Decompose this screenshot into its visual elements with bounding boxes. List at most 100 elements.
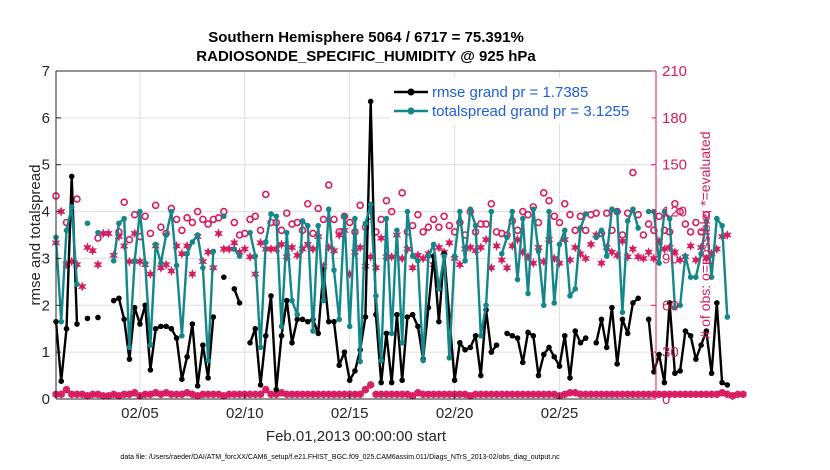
totalspread-point [310,328,316,334]
rmse-point [567,375,573,381]
legend: rmse grand pr = 1.7385 totalspread grand… [390,78,652,124]
rmse-point [331,318,337,325]
rmse-point [116,295,122,302]
y-right-tick-label-5: 150 [662,157,687,174]
rmse-point [693,356,699,362]
obs-evaluated-point [172,240,182,252]
rmse-point [221,274,227,280]
obs-evaluated-point [88,245,98,256]
obs-evaluated-point [633,251,643,263]
obs-possible-point [429,215,438,224]
obs-zero-evaluated-point [739,389,748,399]
totalspread-point [74,281,80,288]
rmse-point [362,314,369,320]
totalspread-point [561,227,568,234]
rmse-point [399,377,405,384]
obs-zero-evaluated-point [403,389,412,399]
totalspread-point [179,332,185,339]
legend-spread-marker [407,107,415,115]
obs-evaluated-point [114,231,124,242]
rmse-point [462,347,468,353]
chart-subtitle: RADIOSONDE_SPECIFIC_HUMIDITY @ 925 hPa [196,48,536,65]
rmse-point [514,335,521,341]
totalspread-point [257,344,264,351]
obs-zero-evaluated-point [723,389,732,399]
obs-zero-evaluated-point [109,389,118,399]
obs-evaluated-point [544,234,554,245]
rmse-point [451,377,458,384]
rmse-point [315,330,322,337]
totalspread-point [346,323,353,330]
rmse-line-segment [506,329,587,380]
totalspread-point [137,208,143,215]
totalspread-line-segment [648,210,729,318]
totalspread-point [635,225,641,231]
rmse-point [614,361,620,367]
obs-possible-point [518,207,527,216]
rmse-point [131,304,138,311]
rmse-point [572,328,579,334]
totalspread-point [168,208,175,215]
obs-possible-point [303,199,312,208]
rmse-point [304,318,311,325]
obs-possible-point [188,218,197,227]
rmse-point [152,325,159,332]
totalspread-point [572,286,579,292]
totalspread-point [425,253,432,259]
totalspread-point [714,215,720,222]
obs-evaluated-point [581,253,591,264]
obs-possible-point [382,196,391,205]
y-tick-label-7: 7 [42,63,50,80]
totalspread-point [388,330,395,337]
axes: 02/05 02/10 02/15 02/20 02/25 0 1 2 3 4 5 6 7 0 30 60 90… [42,63,687,422]
obs-evaluated-point [266,243,276,255]
rmse-point [289,339,295,346]
obs-possible-point [73,195,81,203]
obs-possible-point [387,207,396,216]
obs-possible-point [261,190,270,199]
obs-possible-point [639,231,648,239]
obs-possible-point [671,199,679,208]
rmse-point [556,363,563,370]
rmse-point [388,379,395,386]
totalspread-point [68,204,75,210]
rmse-point [163,323,169,330]
x-tick-label-4: 02/25 [541,405,579,422]
totalspread-point [535,248,542,255]
obs-zero-evaluated-point [151,388,160,398]
totalspread-point [357,358,363,365]
obs-possible-point [566,210,574,219]
rmse-point [656,351,662,358]
obs-zero-evaluated-point [461,389,470,399]
totalspread-point [703,218,710,224]
totalspread-point [624,218,631,224]
totalspread-point [268,211,274,217]
obs-zero-evaluated-point [130,388,139,398]
totalspread-point [546,208,552,215]
obs-possible-point [204,220,212,228]
rmse-point [352,368,358,374]
y-tick-label-4: 4 [42,204,50,221]
rmse-point [205,375,211,381]
obs-evaluated-point [507,240,517,252]
rmse-point [95,314,101,321]
obs-evaluated-point [408,262,418,273]
obs-possible-point [125,235,134,244]
totalspread-point [530,206,537,213]
obs-possible-point [560,199,569,208]
totalspread-point [556,241,563,248]
totalspread-point [142,260,148,266]
legend-rmse-marker [407,88,415,96]
rmse-point [535,372,542,379]
rmse-point [283,297,290,304]
obs-evaluated-point [93,259,103,270]
totalspread-point [84,220,91,227]
y-axis-right-label: # of obs: o=possible; *=evaluated [697,131,713,338]
rmse-point [530,332,537,339]
obs-possible-point [120,198,128,206]
obs-possible-point [414,210,422,219]
obs-possible-point [151,201,160,210]
totalspread-point [614,208,620,215]
rmse-point [299,316,306,323]
rmse-point [383,330,390,337]
